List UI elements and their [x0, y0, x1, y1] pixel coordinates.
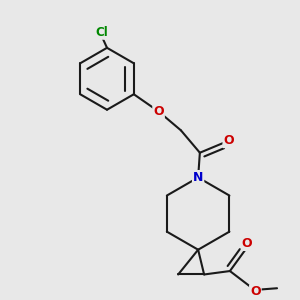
Text: O: O: [153, 105, 164, 118]
Text: O: O: [250, 285, 261, 298]
Text: N: N: [193, 171, 203, 184]
Text: O: O: [224, 134, 234, 147]
Text: Cl: Cl: [95, 26, 108, 39]
Text: O: O: [242, 237, 252, 250]
